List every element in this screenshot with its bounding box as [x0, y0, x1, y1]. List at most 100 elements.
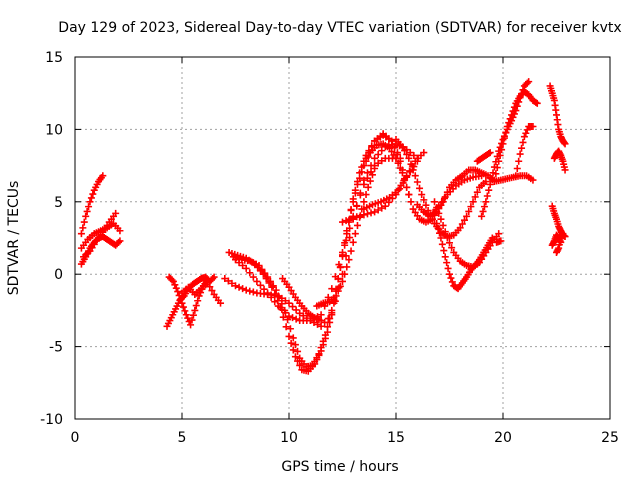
data-point	[272, 286, 280, 294]
data-point	[112, 209, 120, 217]
data-point	[460, 216, 468, 224]
data-point	[253, 277, 261, 285]
data-point	[486, 180, 494, 188]
data-point	[281, 297, 289, 305]
data-point	[471, 193, 479, 201]
data-point	[342, 236, 350, 244]
data-point	[533, 99, 541, 107]
data-point	[87, 194, 95, 202]
data-point	[433, 220, 441, 228]
data-point	[513, 164, 521, 172]
x-tick-label: 0	[71, 430, 80, 446]
data-point	[448, 244, 456, 252]
y-tick-label: 5	[54, 195, 63, 211]
data-point	[485, 150, 493, 158]
data-point	[374, 206, 382, 214]
data-point	[403, 183, 411, 191]
data-point	[171, 281, 179, 289]
data-point	[299, 312, 307, 320]
data-point	[488, 234, 496, 242]
data-point	[392, 191, 400, 199]
series-arc-a	[77, 172, 107, 238]
data-point	[482, 178, 490, 186]
data-point	[228, 279, 236, 287]
data-point	[401, 175, 409, 183]
data-point	[368, 143, 376, 151]
data-point	[331, 273, 339, 281]
data-point	[418, 191, 426, 199]
series-arc-d	[80, 209, 120, 261]
data-point	[282, 323, 290, 331]
data-point	[495, 157, 503, 165]
data-point	[362, 191, 370, 199]
data-point	[83, 207, 91, 215]
data-point	[458, 220, 466, 228]
data-point	[232, 282, 239, 290]
data-point	[463, 212, 471, 220]
data-point	[410, 151, 418, 159]
data-point	[496, 151, 504, 159]
data-point	[378, 147, 386, 155]
data-point	[346, 224, 354, 232]
data-point	[469, 198, 477, 206]
data-point	[398, 143, 406, 151]
data-point	[351, 230, 359, 238]
data-point	[115, 238, 123, 246]
data-point	[559, 230, 567, 238]
y-tick-label: -5	[49, 340, 63, 356]
data-point	[381, 143, 389, 151]
data-point	[334, 287, 342, 295]
data-point	[189, 311, 197, 319]
data-point	[266, 277, 274, 285]
data-point	[80, 218, 88, 226]
y-tick-label: 10	[45, 122, 63, 138]
data-point	[259, 270, 267, 278]
plot-frame	[74, 56, 611, 420]
data-point	[85, 203, 93, 211]
data-point	[255, 262, 263, 270]
data-point	[179, 303, 187, 311]
data-point	[321, 331, 329, 339]
chart-title: Day 129 of 2023, Sidereal Day-to-day VTE…	[58, 20, 621, 36]
series-arc-u	[413, 166, 537, 220]
data-point	[342, 217, 350, 225]
data-point	[371, 164, 379, 172]
data-point	[353, 202, 361, 210]
data-point	[401, 147, 409, 155]
data-point	[89, 190, 97, 198]
data-point	[485, 186, 493, 194]
x-tick-label: 10	[280, 430, 298, 446]
data-point	[360, 211, 368, 219]
data-point	[174, 288, 182, 296]
axis-ticks: 0 5 10 15 20 25 -10 -5 0 5 10 15	[40, 50, 619, 446]
data-point	[289, 303, 297, 311]
x-tick-label: 25	[601, 430, 619, 446]
data-point	[285, 332, 293, 340]
data-point	[520, 133, 528, 141]
data-point	[405, 191, 413, 199]
data-point	[287, 339, 295, 347]
x-tick-label: 15	[387, 430, 405, 446]
series-arc-g	[178, 279, 225, 307]
data-point	[388, 194, 396, 202]
data-point	[268, 283, 276, 291]
series-arc-w	[490, 88, 541, 184]
data-point	[191, 306, 199, 314]
data-point	[278, 294, 286, 302]
data-point	[413, 178, 421, 186]
x-axis-label: GPS time / hours	[281, 459, 398, 475]
data-point	[317, 317, 325, 325]
data-point	[332, 292, 340, 300]
data-point	[358, 168, 366, 176]
data-point	[506, 115, 514, 123]
series-arc-j	[232, 154, 400, 325]
data-point	[497, 237, 505, 245]
x-tick-label: 20	[494, 430, 512, 446]
series-arc-y	[473, 149, 494, 165]
data-point	[249, 288, 257, 296]
data-point	[346, 234, 354, 242]
data-point	[405, 154, 413, 162]
data-point	[82, 212, 90, 220]
data-point	[347, 247, 355, 255]
